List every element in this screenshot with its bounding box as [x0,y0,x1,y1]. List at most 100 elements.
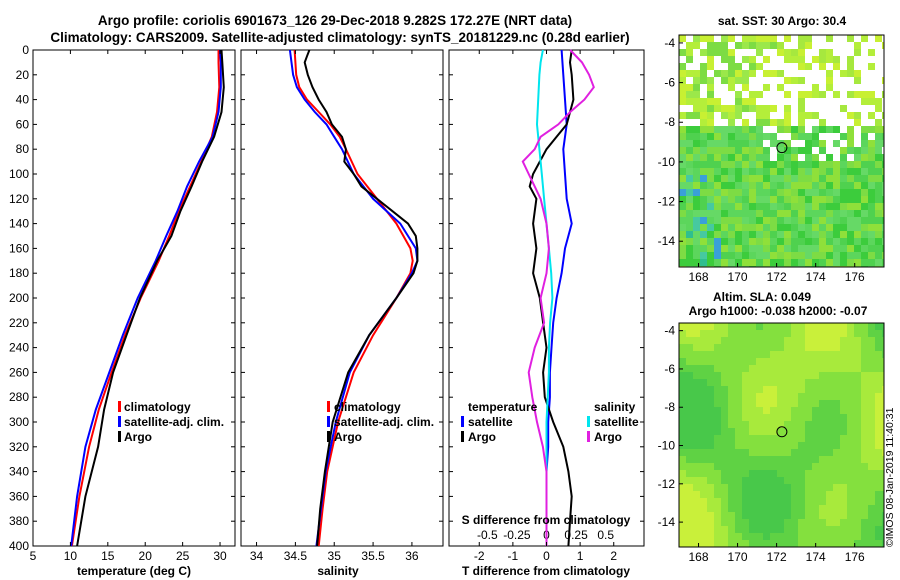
map-cell [700,154,707,161]
map-cell [770,470,777,477]
map-cell [791,463,798,470]
map-cell [805,330,812,337]
map-cell [700,196,707,203]
map-cell [721,372,728,379]
map-cell [749,442,756,449]
map-cell [826,56,833,63]
map-cell [707,470,714,477]
map-cell [840,175,847,182]
map-lon-label: 174 [806,550,826,564]
map-cell [742,154,749,161]
map-cell [819,526,826,533]
map-cell [742,428,749,435]
map-cell [833,407,840,414]
map-cell [714,393,721,400]
map-cell [791,386,798,393]
map-cell [875,372,882,379]
map-cell [679,449,686,456]
map-cell [784,442,791,449]
map-cell [756,161,763,168]
map-cell [847,470,854,477]
map-cell [728,112,735,119]
map-cell [728,245,735,252]
map-cell [742,484,749,491]
map-cell [777,119,784,126]
map-cell [679,393,686,400]
map-cell [707,477,714,484]
map-cell [833,505,840,512]
map-cell [812,365,819,372]
map-cell [763,161,770,168]
map-cell [763,84,770,91]
map-cell [861,470,868,477]
map-cell [798,351,805,358]
map-cell [742,182,749,189]
map-cell [833,519,840,526]
map-cell [819,407,826,414]
map-cell [798,147,805,154]
map-cell [882,323,884,330]
map-cell [784,414,791,421]
map-lat-label: -4 [664,36,675,50]
map-cell [861,189,868,196]
map-cell [735,533,742,540]
map-cell [693,231,700,238]
map-cell [728,189,735,196]
map-cell [854,77,861,84]
map-cell [819,449,826,456]
map-cell [721,35,728,42]
map-cell [686,56,693,63]
map-cell [686,330,693,337]
map-cell [840,519,847,526]
map-cell [700,126,707,133]
map-cell [833,533,840,540]
map-cell [826,175,833,182]
map-cell [861,407,868,414]
map-cell [882,407,884,414]
map-cell [700,414,707,421]
map-cell [882,189,884,196]
legend-satellite-adj: satellite-adj. clim. [334,415,434,429]
map-cell [707,105,714,112]
map-cell [742,449,749,456]
map-cell [735,449,742,456]
map-cell [693,105,700,112]
map-cell [679,344,686,351]
map-cell [875,477,882,484]
map-cell [833,498,840,505]
map-cell [784,210,791,217]
map-cell [805,224,812,231]
map-cell [679,112,686,119]
map-cell [805,323,812,330]
map-cell [763,119,770,126]
map-cell [728,70,735,77]
map-cell [742,351,749,358]
map-cell [714,526,721,533]
map-cell [805,470,812,477]
map-cell [763,533,770,540]
map-cell [763,203,770,210]
map-cell [721,323,728,330]
map-cell [791,337,798,344]
map-cell [763,421,770,428]
map-cell [847,175,854,182]
map-cell [721,491,728,498]
map-cell [791,154,798,161]
map-cell [749,491,756,498]
map-cell [819,498,826,505]
map-cell [805,526,812,533]
map-cell [742,77,749,84]
map-cell [833,203,840,210]
map-cell [868,498,875,505]
map-cell [686,175,693,182]
map-cell [798,414,805,421]
map-cell [679,175,686,182]
map-cell [777,386,784,393]
map-cell [798,91,805,98]
map-cell [714,182,721,189]
map-cell [854,449,861,456]
map-cell [798,231,805,238]
map-cell [868,217,875,224]
map-cell [854,414,861,421]
map-cell [714,231,721,238]
